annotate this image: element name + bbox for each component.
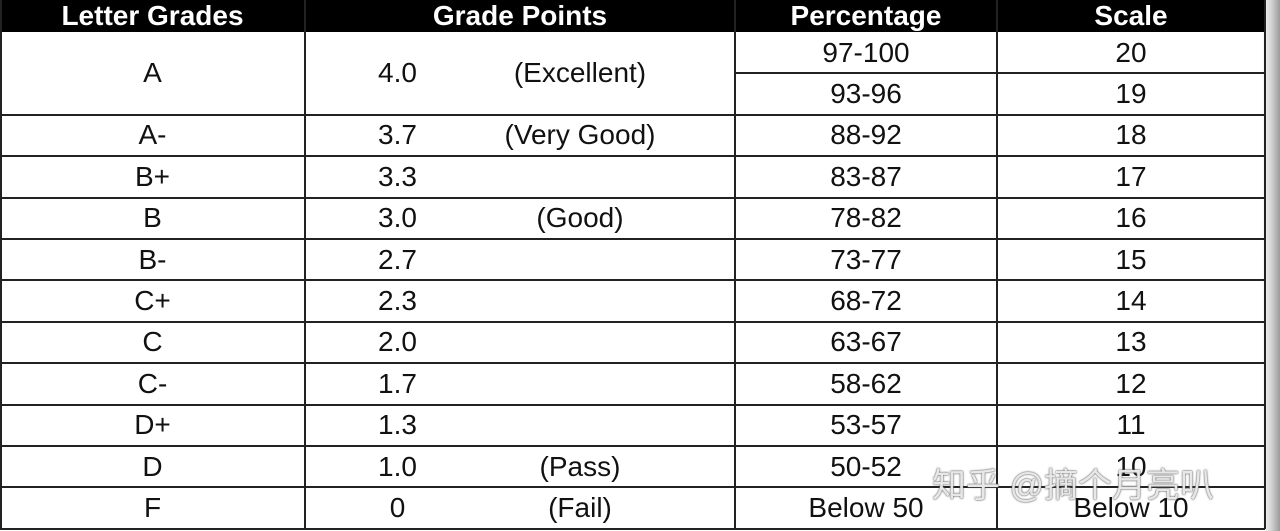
header-cell: Letter Grades	[61, 0, 244, 31]
percentage-cell: 93-96	[830, 78, 902, 110]
percentage-cell: 53-57	[830, 409, 902, 441]
column-line	[304, 0, 306, 529]
row-line	[0, 155, 1265, 158]
column-line	[996, 0, 998, 529]
percentage-cell: 68-72	[830, 285, 902, 317]
percentage-cell: 50-52	[830, 450, 902, 482]
scale-cell: 10	[1115, 450, 1147, 482]
description-cell: (Excellent)	[513, 57, 647, 89]
percentage-cell: 88-92	[830, 119, 902, 151]
points-cell: 1.0	[378, 450, 417, 482]
header-cell: Percentage	[790, 0, 942, 31]
points-cell: 3.0	[378, 202, 417, 234]
letter-cell: C+	[134, 285, 171, 317]
header-bar	[0, 0, 1265, 32]
header-cell: Grade Points	[432, 0, 608, 31]
row-line	[0, 320, 1265, 323]
letter-cell: B-	[138, 243, 167, 275]
letter-cell: D+	[134, 409, 171, 441]
letter-cell: D	[142, 450, 163, 482]
column-line	[734, 0, 736, 529]
percentage-cell: 73-77	[830, 243, 902, 275]
points-cell: 2.7	[378, 243, 417, 275]
percentage-cell: 58-62	[830, 367, 902, 399]
scale-cell: 11	[1116, 409, 1146, 441]
row-line	[0, 362, 1265, 365]
scale-cell: 16	[1115, 202, 1147, 234]
scale-cell: 13	[1115, 326, 1147, 358]
scale-cell: 17	[1115, 160, 1147, 192]
percentage-cell: 78-82	[830, 202, 902, 234]
points-cell: 4.0	[378, 57, 417, 89]
letter-cell: C-	[137, 367, 168, 399]
description-cell: (Fail)	[548, 492, 612, 524]
scale-cell: Below 10	[1073, 492, 1189, 524]
percentage-cell: 63-67	[830, 326, 902, 358]
row-line	[0, 445, 1265, 447]
points-cell: 2.0	[378, 326, 417, 358]
row-line	[0, 113, 1265, 116]
percentage-cell: 97-100	[822, 36, 910, 68]
description-cell: (Pass)	[539, 450, 621, 482]
header-cell: Scale	[1094, 0, 1168, 31]
description-cell: (Very Good)	[504, 119, 656, 151]
row-line	[735, 72, 1265, 75]
scale-cell: 19	[1115, 78, 1147, 110]
scale-cell: 12	[1115, 367, 1147, 399]
row-line	[0, 196, 1265, 199]
points-cell: 1.3	[378, 409, 417, 441]
description-cell: (Good)	[536, 202, 624, 234]
watermark: 知乎 @摘个月亮叭	[932, 467, 1214, 505]
scale-cell: 15	[1115, 243, 1147, 275]
letter-cell: B+	[134, 160, 171, 192]
points-cell: 3.7	[378, 119, 417, 151]
row-line	[0, 238, 1265, 240]
percentage-cell: 83-87	[830, 160, 902, 192]
row-line	[0, 403, 1265, 406]
percentage-cell: Below 50	[808, 492, 924, 524]
letter-cell: F	[143, 492, 162, 524]
points-cell: 3.3	[378, 160, 417, 192]
scale-cell: 14	[1115, 285, 1147, 317]
column-line	[1264, 0, 1266, 529]
points-cell: 0	[389, 492, 406, 524]
points-cell: 1.7	[378, 367, 417, 399]
letter-cell: A-	[138, 119, 167, 151]
scale-cell: 20	[1115, 36, 1147, 68]
row-line	[0, 279, 1265, 282]
letter-cell: B	[143, 202, 162, 234]
row-line	[0, 527, 1265, 530]
points-cell: 2.3	[378, 285, 417, 317]
column-line	[0, 0, 2, 529]
letter-cell: C	[142, 326, 163, 358]
letter-cell: A	[143, 57, 162, 89]
row-line	[0, 486, 1265, 489]
scale-cell: 18	[1115, 119, 1147, 151]
